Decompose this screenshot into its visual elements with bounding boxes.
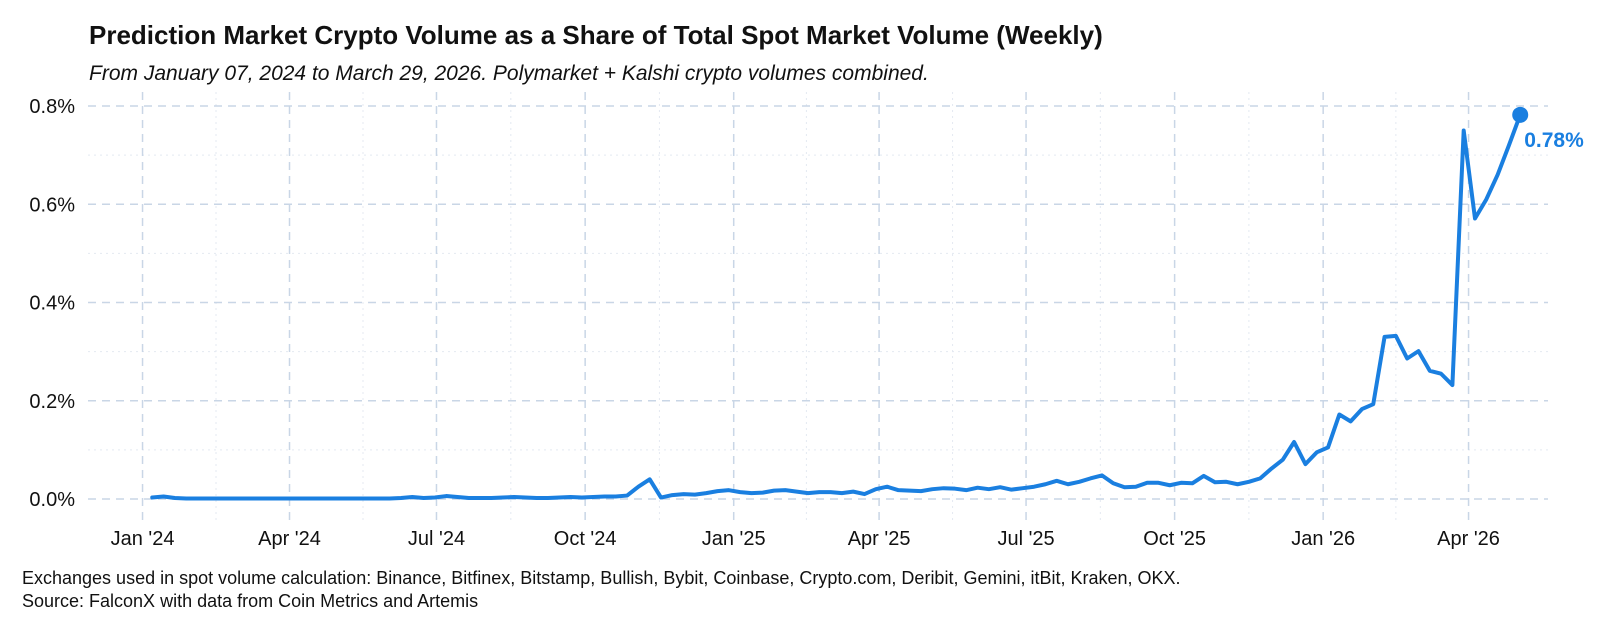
minor-grid — [88, 92, 1548, 520]
caption-exchanges: Exchanges used in spot volume calculatio… — [22, 568, 1181, 588]
y-tick-label: 0.4% — [29, 293, 75, 315]
chart-title: Prediction Market Crypto Volume as a Sha… — [89, 20, 1103, 50]
y-axis: 0.0% 0.2% 0.4% 0.6% 0.8% — [29, 96, 75, 511]
x-tick-label: Jan '25 — [702, 528, 766, 550]
series-line — [150, 112, 1523, 501]
x-tick-label: Jul '25 — [997, 528, 1054, 550]
x-tick-label: Oct '25 — [1143, 528, 1206, 550]
caption-source: Source: FalconX with data from Coin Metr… — [22, 591, 478, 611]
chart-subtitle: From January 07, 2024 to March 29, 2026.… — [89, 62, 929, 85]
x-tick-label: Apr '25 — [848, 528, 911, 550]
end-value-label: 0.78% — [1524, 129, 1584, 152]
x-axis: Jan '24 Apr '24 Jul '24 Oct '24 Jan '25 Apr '… — [111, 528, 1500, 550]
y-tick-label: 0.6% — [29, 194, 75, 216]
x-tick-label: Apr '26 — [1437, 528, 1500, 550]
x-tick-label: Apr '24 — [258, 528, 321, 550]
end-point-marker — [1512, 106, 1529, 123]
series-group: 0.78% — [150, 106, 1584, 501]
y-tick-label: 0.8% — [29, 96, 75, 118]
y-tick-label: 0.0% — [29, 489, 75, 511]
x-tick-label: Jan '24 — [111, 528, 175, 550]
major-grid — [88, 92, 1548, 520]
y-tick-label: 0.2% — [29, 391, 75, 413]
x-tick-label: Oct '24 — [554, 528, 617, 550]
x-tick-label: Jul '24 — [408, 528, 465, 550]
x-tick-label: Jan '26 — [1291, 528, 1355, 550]
